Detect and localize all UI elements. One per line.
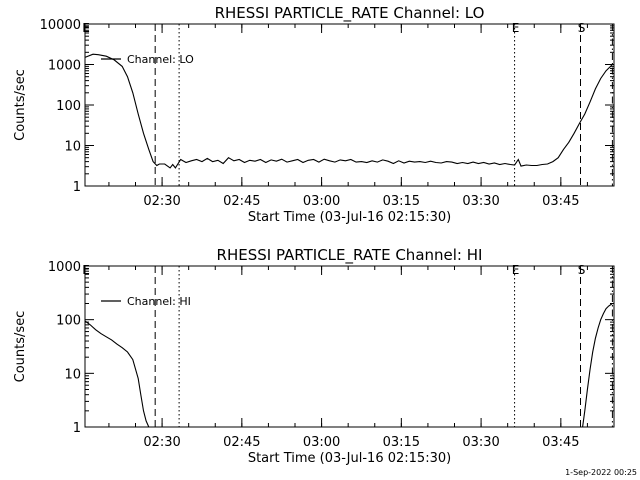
legend-label: Channel: HI	[127, 295, 191, 308]
y-tick-label: 10	[64, 367, 81, 382]
y-tick-label: 100	[56, 314, 81, 329]
series-line	[582, 303, 613, 428]
x-tick-label: 03:30	[462, 194, 499, 209]
event-marker-label: E	[82, 21, 90, 35]
x-tick-label: 03:15	[383, 435, 420, 450]
event-marker-label: E	[82, 263, 90, 277]
y-axis-label: Counts/sec	[13, 69, 28, 141]
x-tick-label: 03:15	[383, 194, 420, 209]
x-tick-label: 03:30	[462, 435, 499, 450]
x-tick-label: 03:00	[303, 435, 340, 450]
x-tick-label: 02:30	[143, 435, 180, 450]
y-tick-label: 1000	[48, 59, 81, 74]
plot-1: RHESSI PARTICLE_RATE Channel: LO 1 10 100 10…	[13, 4, 615, 225]
x-tick-label: 02:30	[143, 194, 180, 209]
x-axis-label: Start Time (03-Jul-16 02:15:30)	[248, 210, 451, 225]
y-tick-label: 1	[73, 421, 81, 436]
plot-2: RHESSI PARTICLE_RATE Channel: HI 1 10 100 10…	[13, 246, 615, 466]
y-tick-label: 1000	[48, 260, 81, 275]
event-marker-label: E	[512, 263, 520, 277]
y-tick-label: 10	[64, 140, 81, 155]
x-tick-label: 02:45	[223, 194, 260, 209]
x-tick-label: 03:45	[542, 435, 579, 450]
series-line	[84, 320, 150, 428]
y-tick-label: 100	[56, 99, 81, 114]
footer-date: 1-Sep-2022 00:25	[565, 468, 637, 477]
event-marker-label: S	[578, 263, 586, 277]
event-marker-label: E	[512, 21, 520, 35]
chart-title: RHESSI PARTICLE_RATE Channel: HI	[217, 246, 483, 265]
event-marker-label: S	[578, 21, 586, 35]
legend-label: Channel: LO	[127, 53, 194, 66]
series-line	[84, 53, 613, 169]
chart-title: RHESSI PARTICLE_RATE Channel: LO	[215, 4, 485, 23]
x-axis-label: Start Time (03-Jul-16 02:15:30)	[248, 451, 451, 466]
plot-frame	[84, 23, 615, 187]
plot-frame	[84, 265, 615, 428]
x-tick-label: 03:45	[542, 194, 579, 209]
plots-group: RHESSI PARTICLE_RATE Channel: LO11010010…	[13, 4, 615, 466]
y-axis-label: Counts/sec	[13, 311, 28, 383]
y-tick-label: 1	[73, 180, 81, 195]
x-tick-label: 02:45	[223, 435, 260, 450]
x-tick-label: 03:00	[303, 194, 340, 209]
y-tick-label: 10000	[40, 18, 81, 33]
